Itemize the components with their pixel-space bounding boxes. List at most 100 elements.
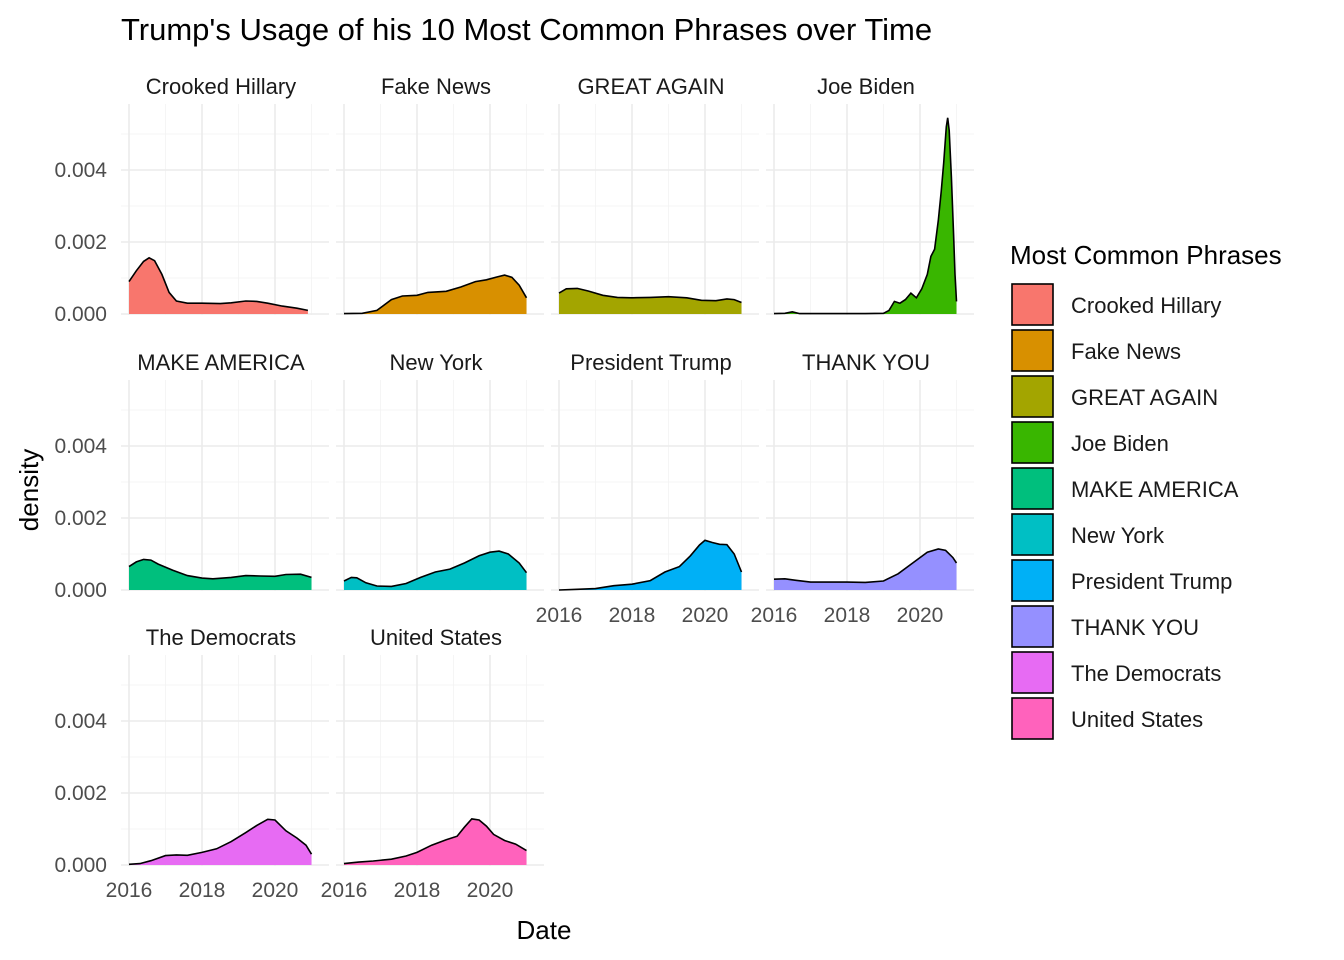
legend-label: Joe Biden bbox=[1071, 431, 1169, 456]
density-area bbox=[129, 559, 312, 590]
x-tick-label: 2018 bbox=[394, 879, 441, 902]
legend-item: Joe Biden bbox=[1011, 421, 1169, 464]
facet-strip-label: New York bbox=[390, 350, 484, 375]
legend-item: THANK YOU bbox=[1011, 605, 1199, 648]
legend-swatch bbox=[1011, 329, 1054, 372]
x-tick-label: 2018 bbox=[824, 604, 871, 627]
facet-strip-label: MAKE AMERICA bbox=[137, 350, 305, 375]
x-tick-label: 2018 bbox=[609, 604, 656, 627]
x-tick-label: 2016 bbox=[536, 604, 583, 627]
facet-panel: Crooked Hillary bbox=[121, 74, 329, 315]
legend-label: The Democrats bbox=[1071, 661, 1221, 686]
legend-swatch bbox=[1011, 421, 1054, 464]
facet-panels: Crooked Hillary Fake News GREAT AGAIN Joe B… bbox=[121, 74, 974, 866]
legend-item: GREAT AGAIN bbox=[1011, 375, 1218, 418]
density-area bbox=[344, 275, 527, 314]
facet-panel: Fake News bbox=[336, 74, 544, 315]
density-area bbox=[129, 819, 312, 865]
x-tick-label: 2020 bbox=[252, 879, 299, 902]
x-tick-label: 2018 bbox=[179, 879, 226, 902]
x-tick-label: 2016 bbox=[106, 879, 153, 902]
facet-panel: Joe Biden bbox=[766, 74, 974, 315]
legend-swatch bbox=[1011, 467, 1054, 510]
y-axis-ticks: 0.000 0.002 0.004 0.000 0.002 0.004 0.000 0.002… bbox=[54, 159, 107, 877]
legend-item: New York bbox=[1011, 513, 1165, 556]
facet-panel: THANK YOU bbox=[766, 350, 974, 591]
facet-panel: United States bbox=[336, 625, 544, 866]
density-outline bbox=[773, 117, 958, 315]
density-area bbox=[774, 549, 957, 590]
legend-item: Fake News bbox=[1011, 329, 1181, 372]
legend-label: THANK YOU bbox=[1071, 615, 1199, 640]
density-area bbox=[559, 288, 742, 314]
x-tick-label: 2020 bbox=[897, 604, 944, 627]
facet-panel: MAKE AMERICA bbox=[121, 350, 329, 591]
legend-swatch bbox=[1011, 651, 1054, 694]
legend-swatch bbox=[1011, 559, 1054, 602]
legend-label: Crooked Hillary bbox=[1071, 293, 1221, 318]
density-area bbox=[559, 540, 742, 590]
y-tick-label: 0.004 bbox=[54, 159, 107, 182]
legend-label: Fake News bbox=[1071, 339, 1181, 364]
density-area bbox=[774, 117, 957, 314]
y-tick-label: 0.002 bbox=[54, 231, 107, 254]
density-outline bbox=[558, 287, 742, 304]
density-outline bbox=[343, 550, 528, 588]
x-tick-label: 2016 bbox=[321, 879, 368, 902]
legend: Most Common Phrases Crooked Hillary Fake … bbox=[1010, 240, 1282, 740]
facet-strip-label: THANK YOU bbox=[802, 350, 930, 375]
legend-title: Most Common Phrases bbox=[1010, 240, 1282, 270]
legend-item: Crooked Hillary bbox=[1011, 283, 1221, 326]
legend-swatch bbox=[1011, 605, 1054, 648]
x-axis-ticks: 2016 2018 2020 2016 2018 2020 2016 2018 2020 2016… bbox=[106, 604, 944, 902]
density-outline bbox=[558, 539, 743, 591]
y-axis-title: density bbox=[14, 449, 44, 531]
facet-panel: President Trump bbox=[551, 350, 759, 591]
density-area bbox=[344, 551, 527, 590]
legend-label: MAKE AMERICA bbox=[1071, 477, 1239, 502]
legend-item: The Democrats bbox=[1011, 651, 1221, 694]
legend-label: President Trump bbox=[1071, 569, 1232, 594]
facet-strip-label: Crooked Hillary bbox=[146, 74, 296, 99]
x-axis-title: Date bbox=[517, 915, 572, 945]
density-outline bbox=[343, 818, 527, 865]
x-tick-label: 2020 bbox=[682, 604, 729, 627]
y-tick-label: 0.004 bbox=[54, 435, 107, 458]
legend-item: President Trump bbox=[1011, 559, 1232, 602]
legend-item: MAKE AMERICA bbox=[1011, 467, 1239, 510]
density-outline bbox=[343, 274, 528, 315]
facet-panel: New York bbox=[336, 350, 544, 591]
legend-swatch bbox=[1011, 375, 1054, 418]
facet-strip-label: Joe Biden bbox=[817, 74, 915, 99]
density-outline bbox=[128, 558, 312, 580]
facet-strip-label: President Trump bbox=[570, 350, 731, 375]
legend-label: United States bbox=[1071, 707, 1203, 732]
density-area bbox=[129, 257, 308, 314]
legend-items: Crooked Hillary Fake News GREAT AGAIN Joe B… bbox=[1011, 283, 1239, 740]
legend-swatch bbox=[1011, 283, 1054, 326]
facet-strip-label: The Democrats bbox=[146, 625, 296, 650]
legend-swatch bbox=[1011, 513, 1054, 556]
chart-title: Trump's Usage of his 10 Most Common Phra… bbox=[121, 12, 932, 47]
facet-strip-label: GREAT AGAIN bbox=[577, 74, 724, 99]
x-tick-label: 2020 bbox=[467, 879, 514, 902]
legend-item: United States bbox=[1011, 697, 1203, 740]
facet-panel: The Democrats bbox=[121, 625, 329, 866]
facet-panel: GREAT AGAIN bbox=[551, 74, 759, 315]
y-tick-label: 0.000 bbox=[54, 303, 107, 326]
legend-label: New York bbox=[1071, 523, 1165, 548]
density-area bbox=[344, 818, 527, 865]
y-tick-label: 0.004 bbox=[54, 710, 107, 733]
y-tick-label: 0.000 bbox=[54, 579, 107, 602]
density-outline bbox=[128, 256, 309, 312]
density-outline bbox=[128, 818, 313, 866]
legend-swatch bbox=[1011, 697, 1054, 740]
y-tick-label: 0.000 bbox=[54, 854, 107, 877]
legend-label: GREAT AGAIN bbox=[1071, 385, 1218, 410]
density-outline bbox=[773, 548, 958, 584]
y-tick-label: 0.002 bbox=[54, 782, 107, 805]
x-tick-label: 2016 bbox=[751, 604, 798, 627]
facet-strip-label: United States bbox=[370, 625, 502, 650]
facet-strip-label: Fake News bbox=[381, 74, 491, 99]
